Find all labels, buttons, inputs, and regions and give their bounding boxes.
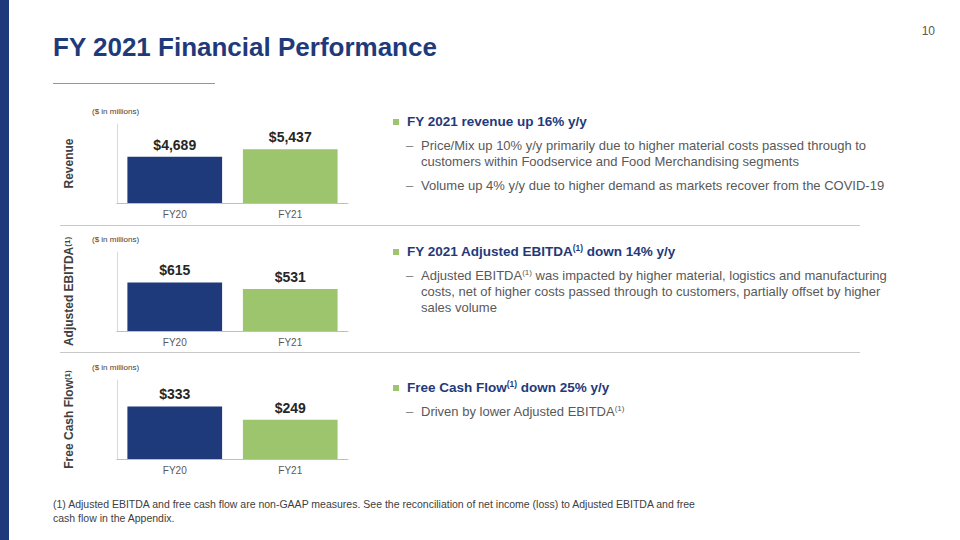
- svg-text:FY21: FY21: [278, 209, 302, 220]
- svg-text:FY20: FY20: [163, 209, 187, 220]
- svg-text:$249: $249: [275, 400, 306, 416]
- html-text:Volume up 4% y/y due to higher: Volume up 4% y/y due to higher demand as…: [421, 178, 885, 193]
- svg-text:$5,437: $5,437: [269, 129, 312, 145]
- svg-text:($ in millions): ($ in millions): [92, 107, 139, 116]
- svg-text:FY21: FY21: [278, 465, 302, 476]
- svg-text:($ in millions): ($ in millions): [92, 363, 139, 372]
- html-text:Driven by lower Adjusted EBITD: Driven by lower Adjusted EBITDA(1): [421, 403, 625, 419]
- svg-text:FY21: FY21: [278, 337, 302, 348]
- html-text:FY 2021 Financial Performance: FY 2021 Financial Performance: [53, 32, 437, 62]
- html-text:FY 2021 revenue up 16% y/y: FY 2021 revenue up 16% y/y: [407, 114, 587, 129]
- svg-text:Revenue: Revenue: [62, 138, 76, 188]
- svg-text:$531: $531: [275, 269, 306, 285]
- html-text:Price/Mix up 10% y/y primarily: Price/Mix up 10% y/y primarily due to hi…: [421, 138, 867, 169]
- html-text:FY 2021 Adjusted EBITDA(1)down: FY 2021 Adjusted EBITDA(1)down 14% y/y: [407, 242, 676, 259]
- svg-text:$333: $333: [159, 386, 190, 402]
- svg-text:Adjusted EBITDA: Adjusted EBITDA: [62, 246, 76, 346]
- svg-text:(1): (1): [63, 237, 72, 247]
- svg-text:($ in millions): ($ in millions): [92, 235, 139, 244]
- html-text:Adjusted EBITDA(1)was impacted: Adjusted EBITDA(1)was impacted by higher…: [421, 267, 887, 315]
- svg-text:FY20: FY20: [163, 337, 187, 348]
- html-text:(1) Adjusted EBITDA and free c: (1) Adjusted EBITDA and free cash flow a…: [53, 498, 695, 524]
- svg-text:$615: $615: [159, 262, 190, 278]
- html-text:Free Cash Flow(1)down 25% y/y: Free Cash Flow(1)down 25% y/y: [407, 378, 610, 395]
- html-text:10: 10: [921, 24, 935, 38]
- svg-text:FY20: FY20: [163, 465, 187, 476]
- svg-text:Free Cash Flow: Free Cash Flow: [62, 379, 76, 468]
- svg-text:$4,689: $4,689: [153, 137, 196, 153]
- svg-text:(1): (1): [63, 370, 72, 380]
